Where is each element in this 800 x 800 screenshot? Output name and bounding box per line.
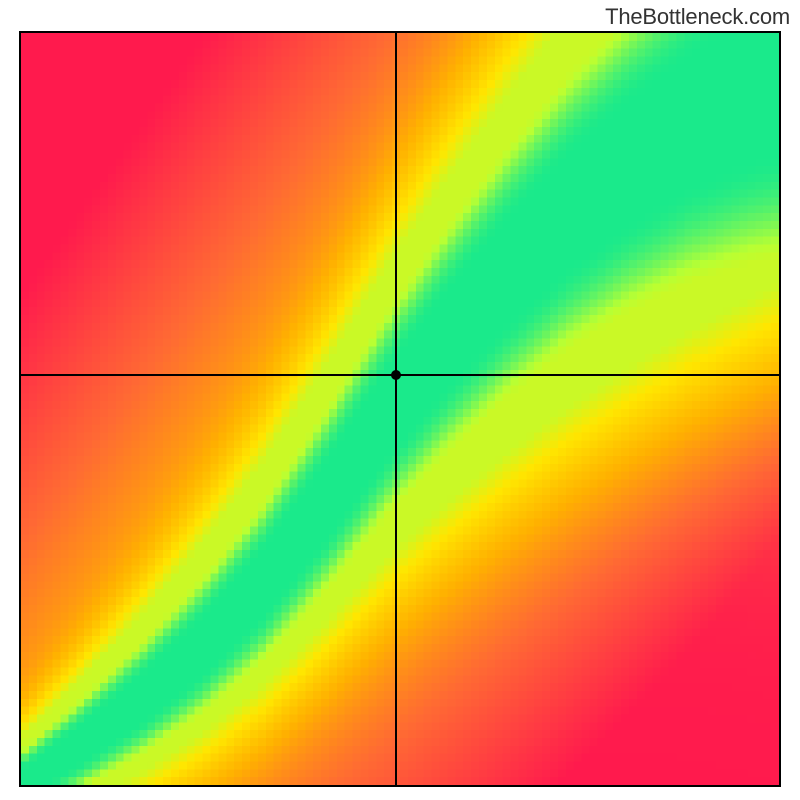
chart-container: TheBottleneck.com — [0, 0, 800, 800]
watermark-text: TheBottleneck.com — [605, 4, 790, 30]
crosshair-vertical — [395, 33, 397, 785]
heatmap-canvas — [21, 33, 779, 785]
crosshair-marker — [391, 370, 401, 380]
